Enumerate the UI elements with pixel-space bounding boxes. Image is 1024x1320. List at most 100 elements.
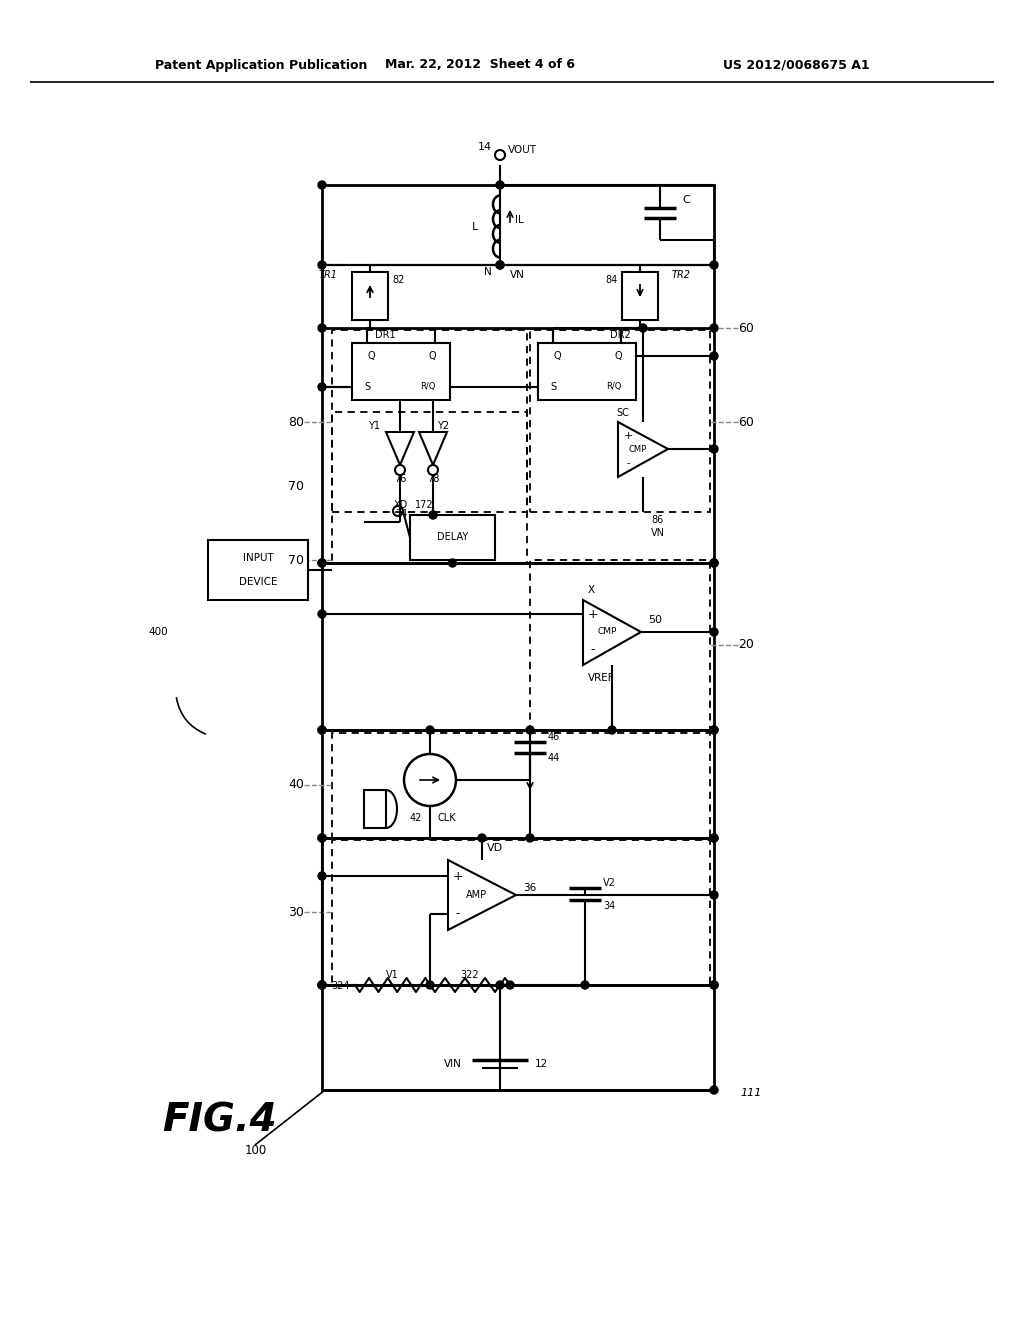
Circle shape bbox=[318, 981, 326, 989]
Text: -: - bbox=[591, 644, 595, 656]
Bar bbox=[530, 330, 710, 512]
Text: 78: 78 bbox=[427, 474, 439, 484]
Circle shape bbox=[449, 558, 457, 568]
Text: -: - bbox=[456, 908, 460, 920]
Circle shape bbox=[506, 981, 514, 989]
Text: Mar. 22, 2012  Sheet 4 of 6: Mar. 22, 2012 Sheet 4 of 6 bbox=[385, 58, 575, 71]
Text: VOUT: VOUT bbox=[508, 145, 537, 154]
Text: 172: 172 bbox=[415, 500, 433, 510]
Text: V1: V1 bbox=[386, 970, 399, 979]
Text: VD: VD bbox=[487, 843, 503, 853]
Text: TR2: TR2 bbox=[672, 271, 691, 280]
Polygon shape bbox=[364, 789, 386, 828]
Bar bbox=[352, 343, 450, 400]
Circle shape bbox=[526, 834, 534, 842]
Circle shape bbox=[478, 834, 486, 842]
Circle shape bbox=[710, 726, 718, 734]
Circle shape bbox=[318, 981, 326, 989]
Text: 80: 80 bbox=[288, 416, 304, 429]
Text: R/Q: R/Q bbox=[420, 383, 435, 392]
Circle shape bbox=[608, 726, 616, 734]
Text: TR1: TR1 bbox=[319, 271, 338, 280]
Circle shape bbox=[318, 558, 326, 568]
Text: +: + bbox=[453, 870, 463, 883]
Text: 20: 20 bbox=[738, 639, 754, 652]
Text: DR2: DR2 bbox=[610, 330, 631, 341]
Text: Q: Q bbox=[553, 351, 560, 360]
Circle shape bbox=[318, 726, 326, 734]
Text: VREF: VREF bbox=[588, 673, 614, 682]
Text: N: N bbox=[484, 267, 492, 277]
Circle shape bbox=[710, 558, 718, 568]
Text: 84: 84 bbox=[606, 275, 618, 285]
Text: INPUT: INPUT bbox=[243, 553, 273, 564]
Polygon shape bbox=[386, 432, 414, 465]
Circle shape bbox=[318, 981, 326, 989]
Text: FIG.4: FIG.4 bbox=[162, 1101, 276, 1139]
Circle shape bbox=[710, 445, 718, 453]
Text: 46: 46 bbox=[548, 733, 560, 742]
Text: VIN: VIN bbox=[444, 1059, 462, 1069]
Text: 324: 324 bbox=[332, 981, 350, 991]
Circle shape bbox=[318, 558, 326, 568]
Circle shape bbox=[710, 628, 718, 636]
Text: DELAY: DELAY bbox=[437, 532, 468, 543]
Text: 40: 40 bbox=[288, 779, 304, 792]
Text: 82: 82 bbox=[392, 275, 404, 285]
Bar bbox=[530, 560, 710, 730]
Text: US 2012/0068675 A1: US 2012/0068675 A1 bbox=[723, 58, 870, 71]
Circle shape bbox=[318, 261, 326, 269]
Circle shape bbox=[496, 261, 504, 269]
Circle shape bbox=[318, 181, 326, 189]
Text: 400: 400 bbox=[148, 627, 168, 638]
Text: Patent Application Publication: Patent Application Publication bbox=[155, 58, 368, 71]
Text: V2: V2 bbox=[603, 878, 615, 888]
Text: VN: VN bbox=[651, 528, 665, 539]
Text: DR1: DR1 bbox=[375, 330, 395, 341]
Bar bbox=[208, 540, 308, 601]
Text: AMP: AMP bbox=[466, 890, 486, 900]
Circle shape bbox=[710, 834, 718, 842]
Bar bbox=[332, 412, 527, 564]
Bar bbox=[332, 330, 527, 512]
Text: VN: VN bbox=[510, 271, 525, 280]
Bar bbox=[622, 272, 658, 319]
Circle shape bbox=[426, 726, 434, 734]
Text: 60: 60 bbox=[738, 322, 754, 334]
Text: 86: 86 bbox=[651, 515, 664, 525]
Text: CMP: CMP bbox=[597, 627, 616, 636]
Text: 70: 70 bbox=[288, 553, 304, 566]
Text: 34: 34 bbox=[603, 902, 615, 911]
Text: +: + bbox=[588, 607, 598, 620]
Bar bbox=[322, 185, 714, 1090]
Text: Q: Q bbox=[367, 351, 375, 360]
Text: Q: Q bbox=[614, 351, 622, 360]
Text: 50: 50 bbox=[648, 615, 662, 624]
Text: S: S bbox=[364, 381, 370, 392]
Text: 76: 76 bbox=[394, 474, 407, 484]
Text: S: S bbox=[550, 381, 556, 392]
Text: -: - bbox=[627, 458, 630, 469]
Circle shape bbox=[318, 834, 326, 842]
Text: Y2: Y2 bbox=[437, 421, 450, 432]
Text: 42: 42 bbox=[410, 813, 422, 822]
Text: 30: 30 bbox=[288, 906, 304, 919]
Text: XD: XD bbox=[394, 500, 408, 510]
Circle shape bbox=[710, 891, 718, 899]
Circle shape bbox=[318, 834, 326, 842]
Text: CMP: CMP bbox=[629, 445, 647, 454]
Text: R/Q: R/Q bbox=[606, 383, 622, 392]
Polygon shape bbox=[618, 422, 668, 477]
Circle shape bbox=[710, 558, 718, 568]
Circle shape bbox=[710, 834, 718, 842]
Circle shape bbox=[710, 1086, 718, 1094]
Text: 36: 36 bbox=[523, 883, 537, 894]
Text: 14: 14 bbox=[478, 143, 492, 152]
Circle shape bbox=[710, 323, 718, 333]
Circle shape bbox=[710, 981, 718, 989]
Circle shape bbox=[496, 981, 504, 989]
Text: 322: 322 bbox=[461, 970, 479, 979]
Bar bbox=[332, 733, 710, 838]
Circle shape bbox=[318, 873, 326, 880]
Circle shape bbox=[318, 383, 326, 391]
